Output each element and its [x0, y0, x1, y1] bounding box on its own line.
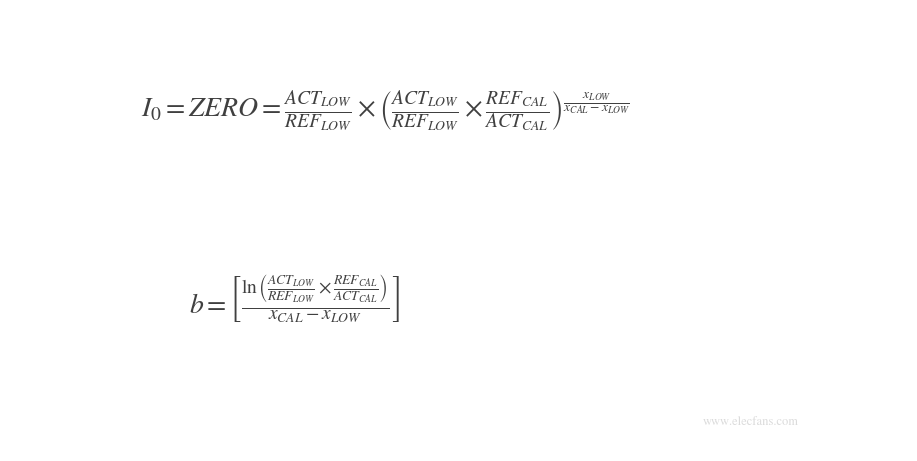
Text: $b = \left[\frac{\ln\left(\frac{ACT_{LOW}}{REF_{LOW}} \times \frac{REF_{CAL}}{AC: $b = \left[\frac{\ln\left(\frac{ACT_{LOW…: [189, 273, 399, 325]
Text: $I_0 = ZERO = \frac{ACT_{LOW}}{REF_{LOW}} \times \left(\frac{ACT_{LOW}}{REF_{LOW: $I_0 = ZERO = \frac{ACT_{LOW}}{REF_{LOW}…: [141, 89, 630, 134]
Text: 嵌入式硬件开发
www.elecfans.com: 嵌入式硬件开发 www.elecfans.com: [703, 400, 799, 428]
